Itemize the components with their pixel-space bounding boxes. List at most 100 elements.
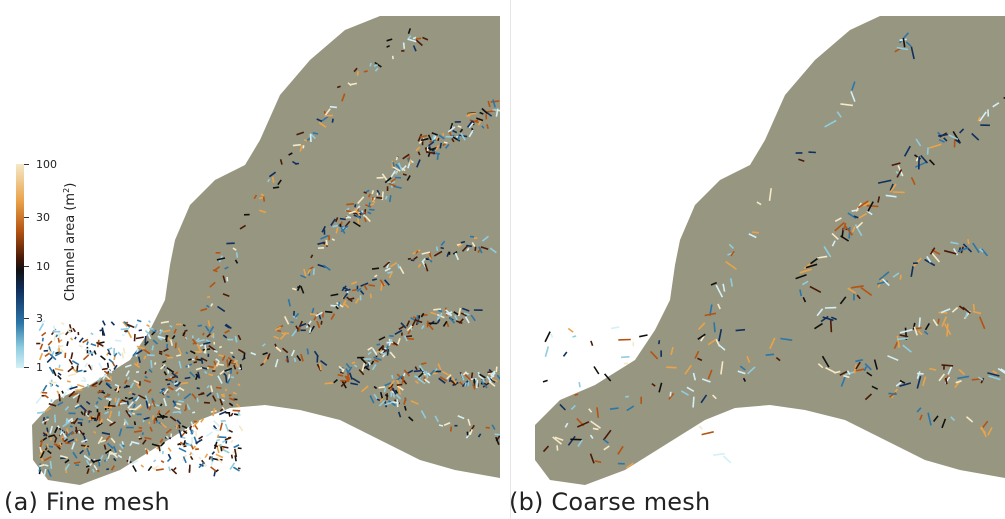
channel-segment bbox=[82, 354, 90, 361]
channel-segment bbox=[337, 373, 344, 377]
channel-segment bbox=[198, 461, 205, 469]
channel-segment bbox=[70, 337, 74, 341]
channel-segment bbox=[49, 425, 53, 434]
channel-segment bbox=[73, 461, 81, 465]
channel-segment bbox=[108, 358, 114, 364]
channel-segment bbox=[229, 462, 236, 470]
channel-segment bbox=[712, 394, 717, 400]
channel-segment bbox=[938, 133, 948, 137]
channel-segment bbox=[902, 37, 906, 48]
channel-segment bbox=[39, 343, 44, 350]
channel-segment bbox=[201, 357, 208, 362]
channel-segment bbox=[228, 394, 232, 397]
channel-segment bbox=[91, 468, 95, 473]
channel-segment bbox=[857, 200, 869, 209]
channel-segment bbox=[80, 423, 83, 427]
channel-segment bbox=[225, 374, 228, 383]
channel-segment bbox=[420, 410, 427, 419]
channel-segment bbox=[163, 388, 169, 395]
channel-segment bbox=[351, 377, 361, 384]
channel-segment bbox=[839, 370, 848, 376]
channel-segment bbox=[180, 429, 188, 438]
channel-segment bbox=[94, 404, 99, 409]
channel-segment bbox=[471, 241, 476, 248]
channel-segment bbox=[93, 419, 98, 422]
channel-segment bbox=[433, 308, 442, 311]
channel-segment bbox=[177, 347, 182, 355]
channel-segment bbox=[239, 224, 247, 230]
channel-segment bbox=[271, 176, 275, 183]
channel-segment bbox=[88, 351, 95, 355]
channel-segment bbox=[844, 225, 854, 236]
channel-segment bbox=[697, 333, 706, 340]
channel-segment bbox=[187, 364, 190, 368]
channel-segment bbox=[697, 322, 706, 330]
colorbar-tick-label: 3 bbox=[36, 312, 43, 325]
channel-segment bbox=[700, 394, 708, 404]
channel-segment bbox=[457, 307, 462, 317]
channel-segment bbox=[178, 360, 182, 369]
channel-segment bbox=[427, 147, 435, 152]
channel-segment bbox=[464, 374, 472, 381]
channel-segment bbox=[138, 329, 143, 332]
channel-segment bbox=[261, 343, 266, 347]
channel-segment bbox=[413, 369, 421, 373]
channel-segment bbox=[469, 429, 473, 436]
channel-segment bbox=[552, 436, 563, 445]
channel-segment bbox=[203, 341, 211, 345]
channel-segment bbox=[182, 331, 186, 337]
channel-segment bbox=[316, 320, 321, 329]
channel-segment bbox=[928, 159, 935, 166]
channel-segment bbox=[342, 302, 350, 309]
channel-segment bbox=[266, 353, 271, 360]
channel-segment bbox=[374, 67, 379, 72]
channel-segment bbox=[77, 430, 81, 434]
channel-segment bbox=[350, 82, 358, 86]
channel-segment bbox=[144, 395, 149, 403]
channel-segment bbox=[57, 401, 64, 406]
channel-segment bbox=[425, 371, 429, 379]
channel-segment bbox=[390, 177, 397, 184]
channel-segment bbox=[448, 377, 452, 382]
channel-segment bbox=[84, 362, 89, 368]
channel-segment bbox=[863, 366, 868, 372]
channel-segment bbox=[110, 465, 115, 471]
channel-segment bbox=[197, 324, 203, 327]
channel-segment bbox=[476, 379, 479, 389]
channel-segment bbox=[926, 255, 932, 263]
channel-segment bbox=[195, 438, 203, 445]
channel-segment bbox=[315, 311, 323, 317]
channel-segment bbox=[955, 380, 962, 384]
channel-segment bbox=[847, 212, 857, 219]
channel-segment bbox=[420, 137, 429, 142]
channel-segment bbox=[701, 431, 714, 436]
channel-segment bbox=[163, 371, 168, 376]
channel-segment bbox=[155, 420, 159, 424]
channel-segment bbox=[919, 414, 923, 421]
channel-segment bbox=[160, 364, 166, 370]
channel-segment bbox=[335, 227, 339, 234]
channel-segment bbox=[602, 429, 612, 441]
channel-segment bbox=[920, 154, 929, 164]
channel-segment bbox=[340, 379, 349, 382]
channel-segment bbox=[427, 372, 431, 377]
channel-segment bbox=[392, 166, 401, 172]
channel-segment bbox=[165, 353, 170, 357]
channel-segment bbox=[117, 454, 123, 459]
channel-segment bbox=[364, 215, 371, 223]
channel-segment bbox=[701, 378, 711, 383]
channel-segment bbox=[957, 375, 970, 380]
channel-segment bbox=[128, 391, 132, 394]
channel-segment bbox=[208, 373, 214, 377]
channel-segment bbox=[318, 363, 322, 371]
channel-segment bbox=[386, 38, 393, 42]
channel-segment bbox=[775, 356, 781, 362]
channel-segment bbox=[324, 242, 327, 246]
channel-segment bbox=[398, 266, 405, 275]
channel-segment bbox=[342, 292, 349, 300]
channel-segment bbox=[403, 397, 407, 405]
channel-segment bbox=[899, 328, 913, 334]
channel-segment bbox=[415, 146, 421, 152]
channel-segment bbox=[113, 445, 117, 453]
channel-segment bbox=[321, 115, 329, 122]
